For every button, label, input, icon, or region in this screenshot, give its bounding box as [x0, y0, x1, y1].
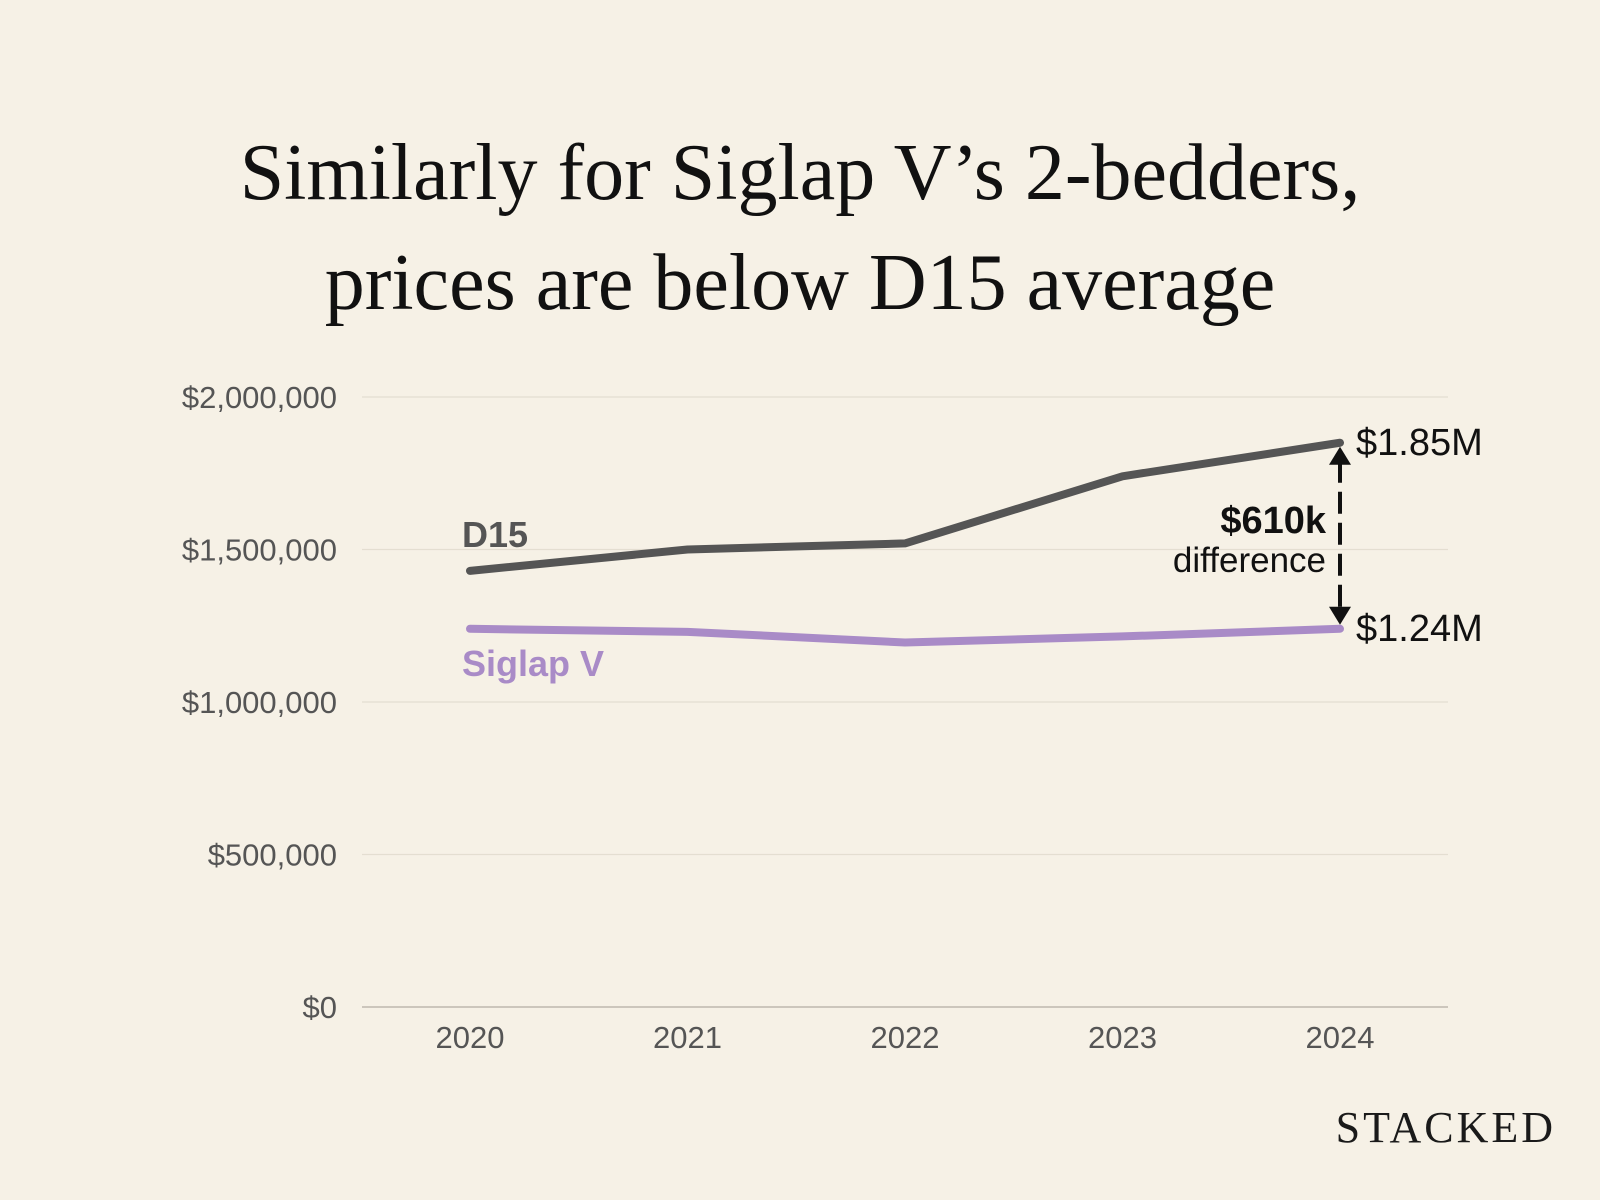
series-lines: D15 Siglap V: [462, 438, 1344, 684]
chart-title: Similarly for Siglap V’s 2-bedders, pric…: [0, 118, 1600, 338]
difference-value: $610k: [1220, 500, 1327, 542]
x-tick-label: 2020: [436, 1020, 505, 1055]
difference-arrow-down-head: [1329, 606, 1351, 625]
x-tick-label: 2021: [653, 1020, 722, 1055]
y-tick-label: $0: [303, 990, 337, 1025]
grid-lines: [362, 396, 1448, 1008]
series-line-siglap-v: [466, 624, 1344, 647]
series-label-d15: D15: [462, 514, 528, 555]
y-tick-label: $500,000: [208, 838, 337, 873]
difference-text: difference: [1173, 541, 1326, 580]
y-tick-label: $1,500,000: [182, 533, 337, 568]
x-tick-label: 2022: [871, 1020, 940, 1055]
chart-title-line-2: prices are below D15 average: [324, 239, 1276, 327]
y-tick-label: $1,000,000: [182, 685, 337, 720]
end-label-siglap-v: $1.24M: [1356, 608, 1483, 650]
x-tick-label: 2024: [1306, 1020, 1375, 1055]
x-axis-ticks: 2020 2021 2022 2023 2024: [436, 1020, 1375, 1055]
end-label-d15: $1.85M: [1356, 422, 1483, 464]
series-line-d15: [466, 438, 1344, 575]
y-tick-label: $2,000,000: [182, 380, 337, 415]
y-axis-ticks: $0 $500,000 $1,000,000 $1,500,000 $2,000,000: [182, 380, 337, 1025]
x-tick-label: 2023: [1088, 1020, 1157, 1055]
difference-arrow-up-head: [1329, 446, 1351, 465]
brand-logo: STACKED: [1335, 1103, 1556, 1152]
series-label-siglap-v: Siglap V: [462, 643, 604, 684]
chart-title-line-1: Similarly for Siglap V’s 2-bedders,: [239, 129, 1361, 217]
